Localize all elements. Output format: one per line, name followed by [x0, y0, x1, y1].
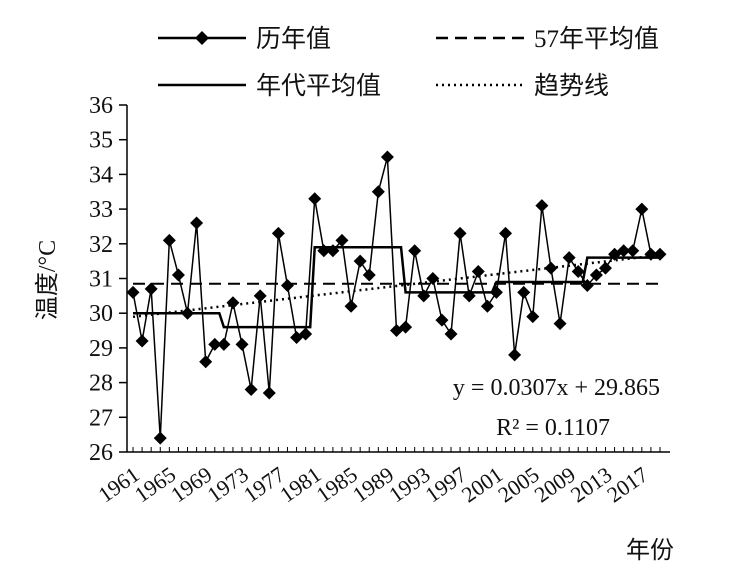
data-point: [262, 386, 276, 400]
data-point: [580, 278, 594, 292]
y-tick-label: 36: [89, 93, 113, 119]
data-point: [617, 244, 631, 258]
data-point: [190, 216, 204, 230]
data-point: [399, 320, 413, 334]
x-axis-label: 年份: [626, 537, 674, 564]
axes: 2627282930313233343536196119651969197319…: [89, 93, 670, 507]
legend-label: 57年平均值: [534, 25, 659, 53]
data-point: [308, 192, 322, 206]
data-point: [653, 247, 667, 261]
data-point: [144, 282, 158, 296]
legend-label: 历年值: [256, 25, 331, 53]
data-point: [598, 261, 612, 275]
data-point: [153, 431, 167, 445]
decade-mean-line: [133, 246, 660, 329]
legend-item: 趋势线: [436, 72, 609, 100]
data-point: [508, 348, 522, 362]
data-point: [344, 299, 358, 313]
plot-area: [126, 150, 667, 445]
data-point: [589, 268, 603, 282]
trendline-equation: y = 0.0307x + 29.865: [453, 375, 660, 401]
data-point: [462, 289, 476, 303]
data-point: [317, 244, 331, 258]
legend-marker: [195, 31, 209, 45]
data-point: [562, 251, 576, 265]
legend-item: 57年平均值: [436, 25, 659, 53]
data-point: [235, 337, 249, 351]
data-point: [426, 272, 440, 285]
data-point: [408, 244, 422, 258]
legend-item: 年代平均值: [158, 72, 381, 100]
x-tick-label: 2017: [602, 462, 652, 508]
y-tick-label: 26: [89, 440, 113, 466]
legend-label: 年代平均值: [256, 72, 381, 100]
y-axis-label: 温度/°C: [34, 240, 61, 320]
data-point: [489, 285, 503, 299]
legend-label: 趋势线: [534, 72, 609, 100]
trend-line: [132, 253, 661, 319]
data-point: [271, 226, 285, 240]
data-point: [644, 247, 658, 261]
data-point: [326, 244, 340, 258]
data-point: [571, 265, 585, 279]
legend-item: 历年值: [158, 25, 331, 53]
data-point: [199, 355, 213, 369]
data-point: [471, 265, 485, 279]
data-point: [553, 317, 567, 331]
data-point: [417, 289, 431, 303]
data-point: [244, 383, 258, 397]
y-tick-label: 35: [89, 128, 113, 154]
data-point: [171, 268, 185, 282]
y-tick-label: 32: [89, 232, 113, 258]
data-point: [126, 285, 140, 299]
data-point: [280, 278, 294, 292]
data-point: [435, 313, 449, 327]
data-point: [217, 337, 231, 351]
y-tick-label: 30: [89, 301, 113, 327]
data-point: [353, 254, 367, 268]
data-point: [380, 150, 394, 164]
data-point: [626, 244, 640, 258]
y-tick-label: 33: [89, 197, 113, 223]
y-tick-label: 34: [89, 162, 113, 188]
data-point: [517, 285, 531, 299]
y-tick-label: 29: [89, 336, 113, 362]
y-tick-label: 28: [89, 371, 113, 397]
data-point: [499, 226, 513, 240]
data-point: [480, 299, 494, 313]
data-point: [635, 202, 649, 216]
data-point: [208, 337, 222, 351]
r-squared-label: R² = 0.1107: [496, 415, 610, 441]
data-point: [544, 261, 558, 275]
data-point: [335, 233, 349, 247]
data-point: [181, 306, 195, 320]
data-point: [444, 327, 458, 341]
data-point: [371, 185, 385, 199]
data-point: [135, 334, 149, 348]
y-tick-label: 27: [89, 405, 113, 431]
data-point: [453, 226, 467, 240]
data-point: [535, 199, 549, 213]
y-tick-label: 31: [89, 267, 113, 293]
data-point: [253, 289, 267, 303]
data-point: [299, 327, 313, 341]
data-point: [362, 268, 376, 282]
data-point: [226, 296, 240, 310]
data-point: [526, 310, 540, 324]
data-point: [162, 233, 176, 247]
